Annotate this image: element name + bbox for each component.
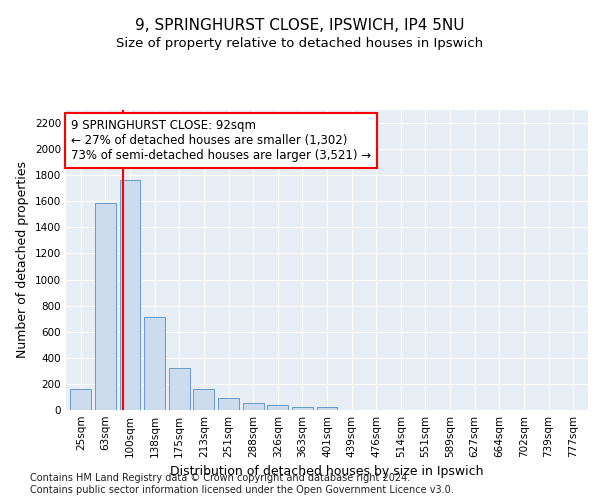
Text: 9, SPRINGHURST CLOSE, IPSWICH, IP4 5NU: 9, SPRINGHURST CLOSE, IPSWICH, IP4 5NU <box>135 18 465 32</box>
X-axis label: Distribution of detached houses by size in Ipswich: Distribution of detached houses by size … <box>170 466 484 478</box>
Bar <box>144 318 165 410</box>
Bar <box>218 398 239 410</box>
Bar <box>317 408 337 410</box>
Text: 9 SPRINGHURST CLOSE: 92sqm
← 27% of detached houses are smaller (1,302)
73% of s: 9 SPRINGHURST CLOSE: 92sqm ← 27% of deta… <box>71 119 371 162</box>
Bar <box>95 202 116 410</box>
Text: Contains HM Land Registry data © Crown copyright and database right 2024.
Contai: Contains HM Land Registry data © Crown c… <box>30 474 454 495</box>
Y-axis label: Number of detached properties: Number of detached properties <box>16 162 29 358</box>
Bar <box>242 403 263 410</box>
Bar <box>292 406 313 410</box>
Bar <box>267 406 288 410</box>
Bar <box>193 389 214 410</box>
Bar <box>70 389 91 410</box>
Bar <box>169 368 190 410</box>
Text: Size of property relative to detached houses in Ipswich: Size of property relative to detached ho… <box>116 38 484 51</box>
Bar <box>119 180 140 410</box>
